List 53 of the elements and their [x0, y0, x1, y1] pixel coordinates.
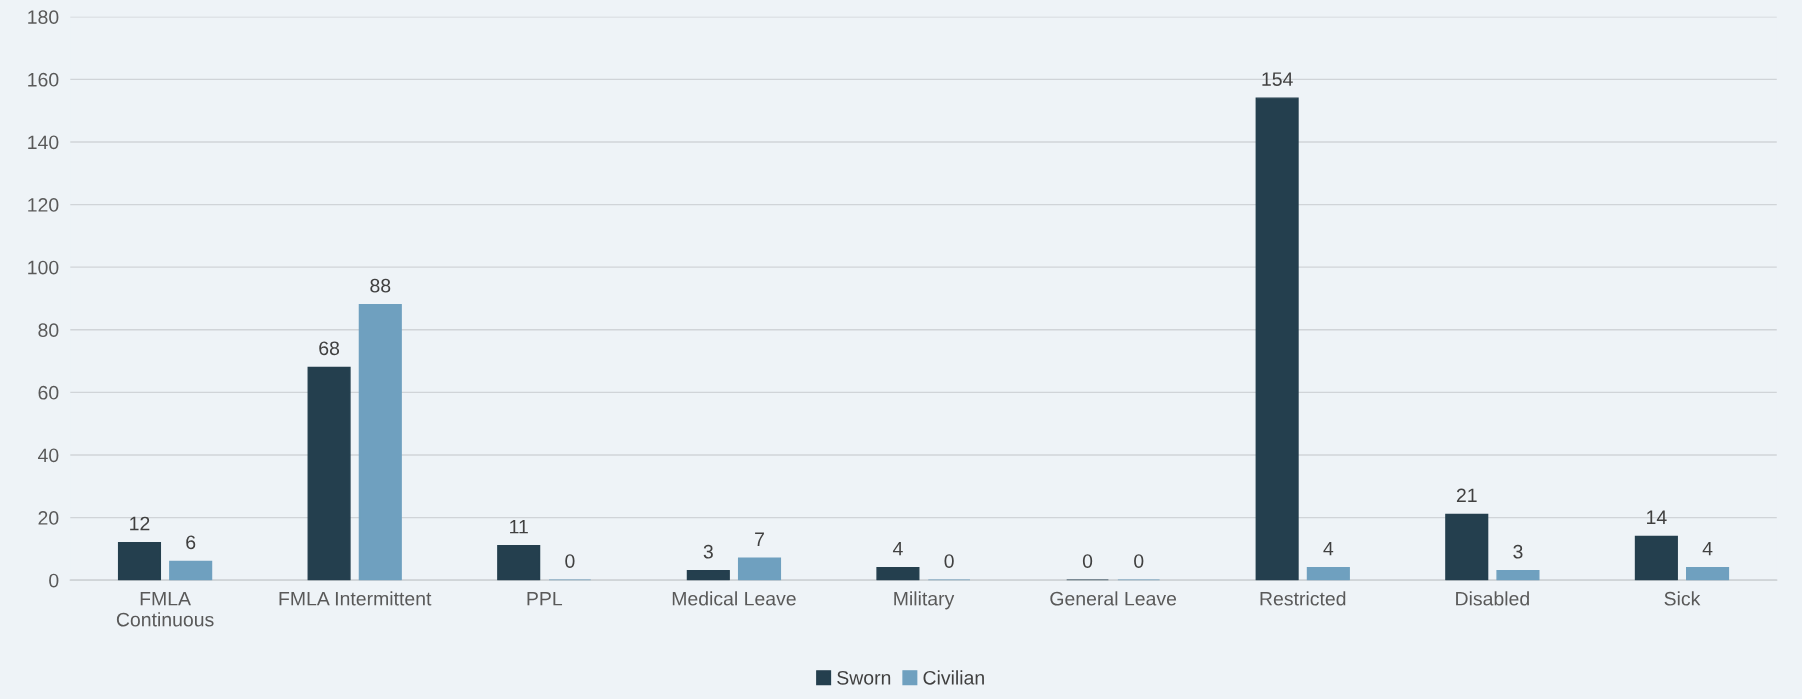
x-tick-label: Disabled: [1456, 591, 1529, 606]
data-label: 4: [892, 541, 903, 556]
bar: [737, 557, 782, 581]
data-label: 14: [1647, 510, 1667, 524]
y-tick-label: 120: [28, 198, 59, 212]
bar: [1686, 566, 1730, 581]
y-tick-label: 20: [38, 511, 59, 525]
y-tick-label: 160: [28, 72, 59, 87]
bar: [497, 545, 541, 581]
x-tick-label: FMLA Intermittent: [279, 591, 432, 606]
bar: [686, 570, 730, 581]
y-tick-label: 0: [49, 573, 59, 588]
data-label: 3: [1513, 544, 1523, 559]
legend-label: Civilian: [923, 670, 984, 685]
data-label: 68: [319, 341, 340, 356]
bar: [169, 560, 213, 581]
data-label: 154: [1262, 72, 1293, 86]
x-tick-label: FMLA Continuous: [116, 592, 214, 627]
data-label: 4: [1323, 541, 1334, 556]
data-label: 21: [1456, 488, 1477, 503]
bar: [1496, 570, 1540, 581]
x-tick-label: PPL: [527, 592, 563, 606]
y-tick-label: 100: [28, 260, 59, 275]
bar: [1634, 535, 1678, 581]
data-label: 88: [370, 278, 391, 293]
data-label: 0: [1082, 554, 1093, 568]
data-label: 0: [944, 554, 954, 568]
legend-label: Sworn: [837, 670, 891, 685]
data-label: 3: [703, 544, 713, 559]
bar: [1445, 513, 1489, 581]
data-label: 7: [755, 532, 764, 546]
y-tick-label: 80: [38, 323, 59, 338]
y-tick-label: 40: [37, 448, 59, 463]
y-tick-label: 180: [28, 10, 59, 25]
x-tick-label: Medical Leave: [672, 591, 796, 606]
x-tick-label: Military: [894, 591, 955, 610]
bar: [876, 566, 920, 581]
bar: [307, 366, 351, 581]
y-tick-label: 60: [38, 385, 59, 400]
x-tick-label: General Leave: [1050, 591, 1177, 606]
x-tick-label: Sick: [1664, 591, 1701, 606]
data-label: 4: [1702, 541, 1713, 556]
data-label: 6: [186, 535, 196, 550]
data-label: 12: [130, 516, 150, 531]
data-label: 11: [510, 520, 528, 534]
y-tick-label: 140: [28, 135, 59, 150]
bar: [1255, 97, 1299, 581]
bar: [117, 541, 162, 581]
bar: [358, 304, 402, 581]
data-label: 0: [565, 554, 575, 568]
x-tick-label: Restricted: [1260, 591, 1346, 606]
data-label: 0: [1134, 554, 1144, 568]
bar: [1306, 566, 1350, 581]
